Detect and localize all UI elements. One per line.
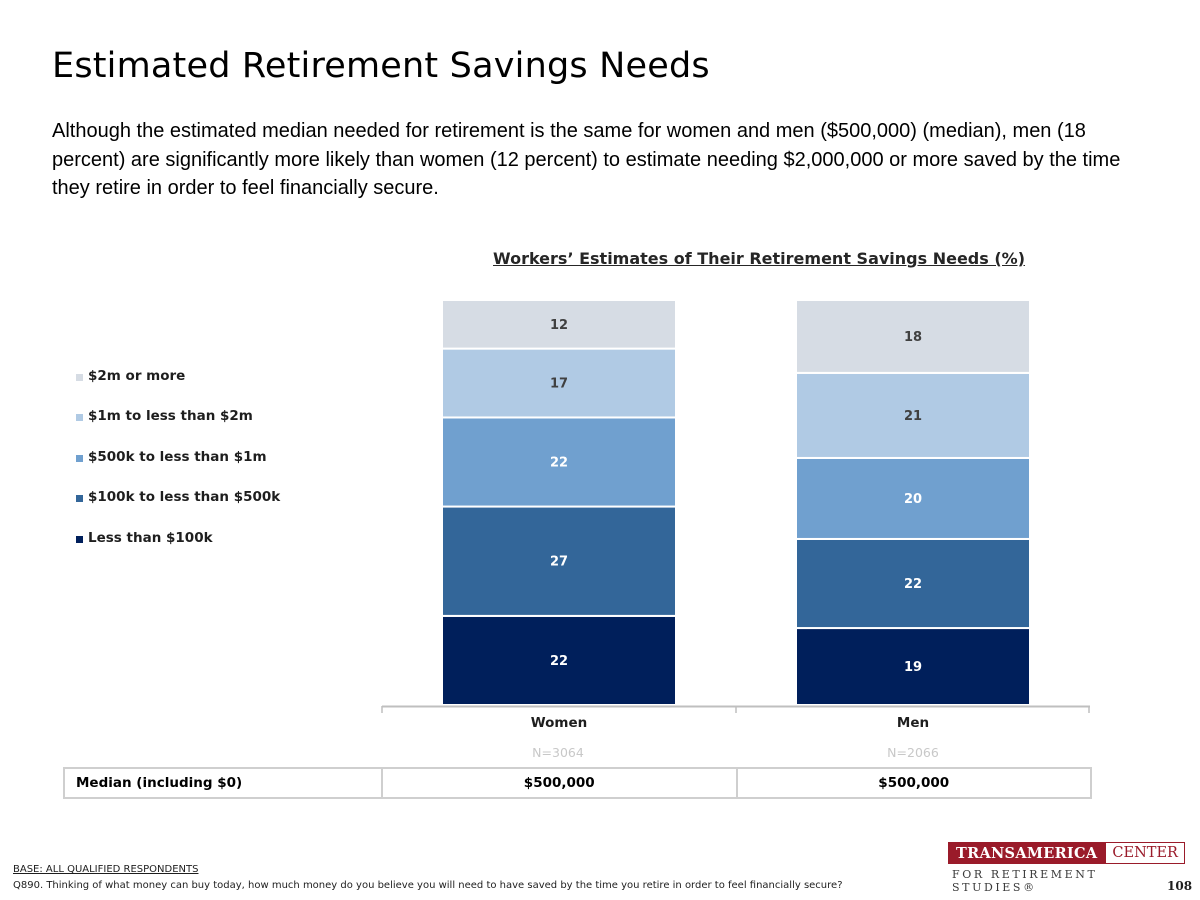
- legend-swatch: [76, 535, 83, 543]
- page-number: 108: [1167, 879, 1193, 893]
- median-value-women: $500,000: [383, 769, 736, 797]
- bar-segment: [795, 456, 1031, 540]
- legend-swatch: [76, 495, 83, 503]
- footnote-base: BASE: ALL QUALIFIED RESPONDENTS: [13, 864, 199, 875]
- legend-item-2m-or-more: $2m or more: [76, 368, 280, 408]
- legend-label: $500k to less than $1m: [88, 448, 267, 465]
- logo-wordmark: TRANSAMERICA: [948, 842, 1106, 864]
- legend-label: $2m or more: [88, 368, 186, 384]
- median-value-men: $500,000: [737, 769, 1090, 797]
- page-title: Estimated Retirement Savings Needs: [52, 46, 710, 86]
- data-label: 12: [550, 318, 568, 333]
- bar-segment: [441, 505, 677, 617]
- legend-item-1m-to-2m: $1m to less than $2m: [76, 408, 280, 448]
- legend-label: $1m to less than $2m: [88, 408, 253, 425]
- median-table: Median (including $0) $500,000 $500,000: [63, 767, 1092, 799]
- page-subtitle: Although the estimated median needed for…: [52, 120, 1121, 199]
- bar-segment: [795, 537, 1031, 630]
- transamerica-logo: TRANSAMERICA CENTER FOR RETIREMENT STUDI…: [948, 842, 1185, 894]
- sample-size-men: N=2066: [887, 745, 939, 760]
- data-label: 21: [904, 409, 922, 424]
- logo-center-text: CENTER: [1105, 842, 1185, 864]
- data-label: 17: [550, 377, 568, 392]
- footnote-question: Q890. Thinking of what money can buy tod…: [13, 880, 843, 891]
- legend-label: Less than $100k: [88, 529, 213, 546]
- data-label: 22: [904, 577, 922, 592]
- bar-segment: [795, 371, 1031, 459]
- data-label: 22: [550, 456, 568, 471]
- legend-item-100k-to-500k: $100k to less than $500k: [76, 489, 280, 529]
- legend-swatch: [76, 414, 83, 422]
- median-row-label: Median (including $0): [65, 769, 381, 797]
- category-label: Women: [531, 715, 588, 731]
- chart-title: Workers’ Estimates of Their Retirement S…: [493, 249, 1026, 268]
- legend-swatch: [76, 374, 83, 381]
- legend-item-500k-to-1m: $500k to less than $1m: [76, 449, 280, 489]
- bar-segment: [795, 299, 1031, 374]
- category-label: Men: [897, 715, 929, 731]
- data-label: 20: [904, 492, 922, 507]
- legend-swatch: [76, 454, 83, 462]
- data-label: 18: [904, 330, 922, 345]
- data-label: 19: [904, 660, 922, 675]
- sample-size-women: N=3064: [532, 745, 584, 760]
- bar-segment: [441, 299, 677, 350]
- bar-segment: [441, 416, 677, 508]
- data-label: 22: [550, 654, 568, 669]
- chart-legend: $2m or more $1m to less than $2m $500k t…: [76, 368, 280, 570]
- legend-label: $100k to less than $500k: [88, 489, 281, 506]
- logo-tagline: FOR RETIREMENT STUDIES®: [952, 868, 1098, 894]
- bar-segment: [441, 614, 677, 707]
- data-label: 27: [550, 555, 568, 570]
- legend-item-less-than-100k: Less than $100k: [76, 530, 280, 570]
